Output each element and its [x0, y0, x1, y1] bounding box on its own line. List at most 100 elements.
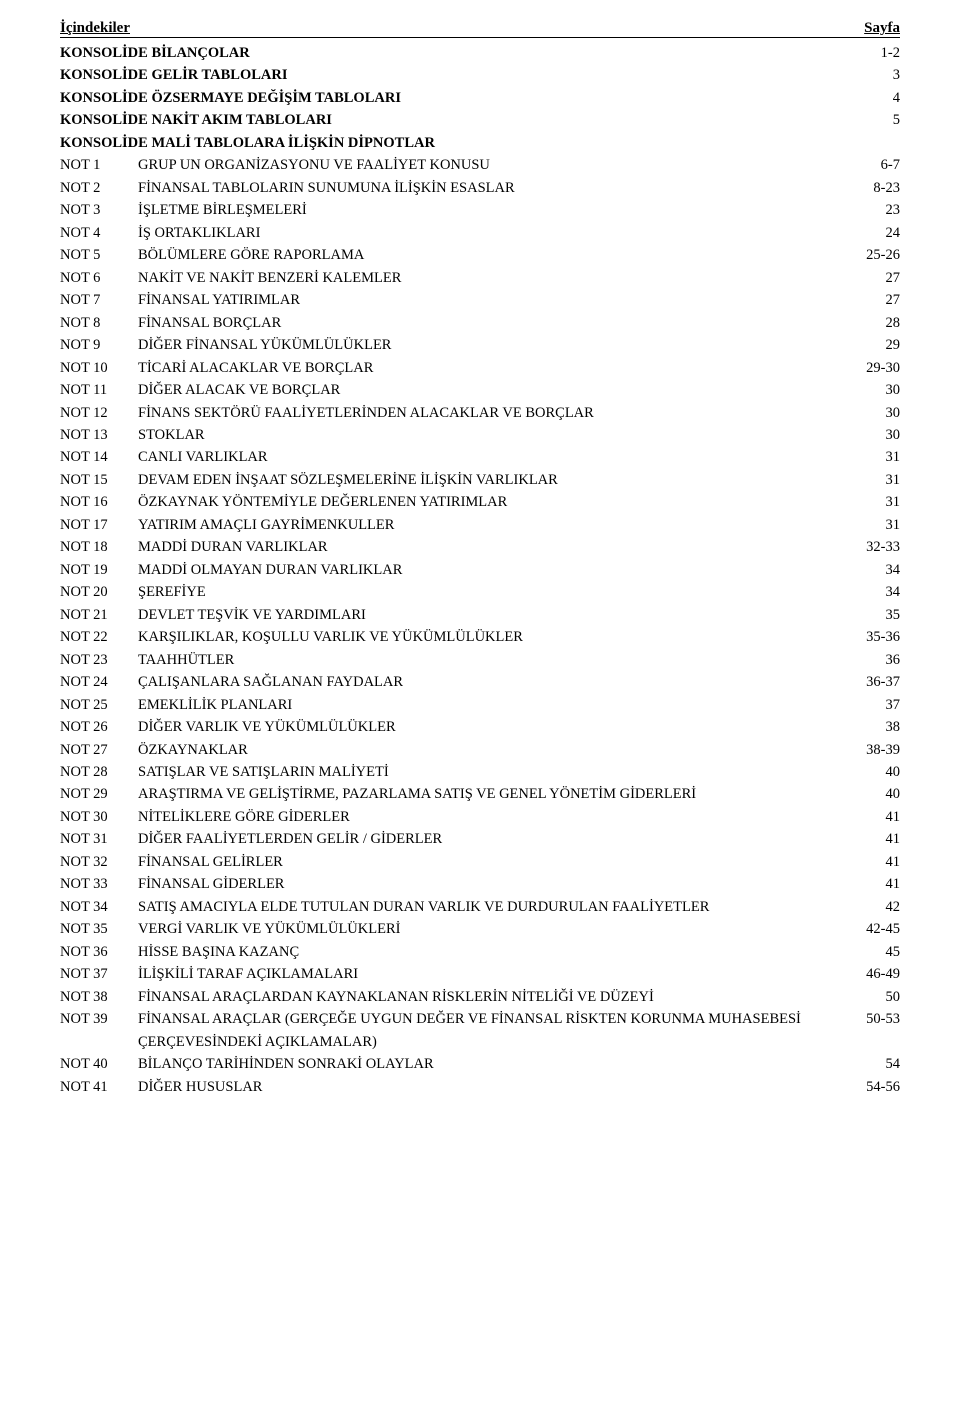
note-label: NOT 4 — [60, 222, 138, 244]
toc-row: NOT 22KARŞILIKLAR, KOŞULLU VARLIK VE YÜK… — [60, 626, 900, 648]
note-label: NOT 39 — [60, 1008, 138, 1053]
note-label: NOT 41 — [60, 1076, 138, 1098]
note-page: 25-26 — [840, 244, 900, 266]
toc-row: NOT 18MADDİ DURAN VARLIKLAR32-33 — [60, 536, 900, 558]
note-page: 36-37 — [840, 671, 900, 693]
toc-row: NOT 31DİĞER FAALİYETLERDEN GELİR / GİDER… — [60, 828, 900, 850]
note-page: 8-23 — [840, 177, 900, 199]
note-title: FİNANSAL YATIRIMLAR — [138, 289, 840, 311]
section-title: KONSOLİDE MALİ TABLOLARA İLİŞKİN DİPNOTL… — [60, 132, 435, 154]
toc-row: NOT 15DEVAM EDEN İNŞAAT SÖZLEŞMELERİNE İ… — [60, 469, 900, 491]
note-title: İLİŞKİLİ TARAF AÇIKLAMALARI — [138, 963, 840, 985]
note-title: FİNANSAL GİDERLER — [138, 873, 840, 895]
section-row: KONSOLİDE ÖZSERMAYE DEĞİŞİM TABLOLARI4 — [60, 87, 900, 109]
note-title: HİSSE BAŞINA KAZANÇ — [138, 941, 840, 963]
toc-row: NOT 13STOKLAR30 — [60, 424, 900, 446]
note-page: 32-33 — [840, 536, 900, 558]
note-label: NOT 1 — [60, 154, 138, 176]
note-title: SATIŞLAR VE SATIŞLARIN MALİYETİ — [138, 761, 840, 783]
note-title: MADDİ OLMAYAN DURAN VARLIKLAR — [138, 559, 840, 581]
note-label: NOT 35 — [60, 918, 138, 940]
note-title: DİĞER ALACAK VE BORÇLAR — [138, 379, 840, 401]
note-title: CANLI VARLIKLAR — [138, 446, 840, 468]
note-label: NOT 21 — [60, 604, 138, 626]
note-label: NOT 6 — [60, 267, 138, 289]
note-label: NOT 32 — [60, 851, 138, 873]
toc-row: NOT 8FİNANSAL BORÇLAR28 — [60, 312, 900, 334]
toc-header: İçindekiler Sayfa — [60, 20, 900, 38]
note-title: YATIRIM AMAÇLI GAYRİMENKULLER — [138, 514, 840, 536]
note-label: NOT 19 — [60, 559, 138, 581]
note-title: TAAHHÜTLER — [138, 649, 840, 671]
toc-row: NOT 39FİNANSAL ARAÇLAR (GERÇEĞE UYGUN DE… — [60, 1008, 900, 1053]
note-page: 30 — [840, 424, 900, 446]
note-title: ÖZKAYNAK YÖNTEMİYLE DEĞERLENEN YATIRIMLA… — [138, 491, 840, 513]
note-title: NAKİT VE NAKİT BENZERİ KALEMLER — [138, 267, 840, 289]
toc-row: NOT 27ÖZKAYNAKLAR38-39 — [60, 739, 900, 761]
note-label: NOT 20 — [60, 581, 138, 603]
note-label: NOT 10 — [60, 357, 138, 379]
note-title: FİNANSAL BORÇLAR — [138, 312, 840, 334]
toc-row: NOT 3İŞLETME BİRLEŞMELERİ23 — [60, 199, 900, 221]
note-page: 36 — [840, 649, 900, 671]
note-label: NOT 25 — [60, 694, 138, 716]
toc-row: NOT 1GRUP UN ORGANİZASYONU VE FAALİYET K… — [60, 154, 900, 176]
toc-row: NOT 23TAAHHÜTLER36 — [60, 649, 900, 671]
toc-row: NOT 14CANLI VARLIKLAR31 — [60, 446, 900, 468]
note-label: NOT 27 — [60, 739, 138, 761]
note-label: NOT 15 — [60, 469, 138, 491]
note-label: NOT 30 — [60, 806, 138, 828]
note-label: NOT 13 — [60, 424, 138, 446]
note-label: NOT 40 — [60, 1053, 138, 1075]
toc-row: NOT 25EMEKLİLİK PLANLARI37 — [60, 694, 900, 716]
note-page: 27 — [840, 267, 900, 289]
note-label: NOT 14 — [60, 446, 138, 468]
note-title: ARAŞTIRMA VE GELİŞTİRME, PAZARLAMA SATIŞ… — [138, 783, 840, 805]
toc-row: NOT 5BÖLÜMLERE GÖRE RAPORLAMA25-26 — [60, 244, 900, 266]
section-title: KONSOLİDE BİLANÇOLAR — [60, 42, 250, 64]
note-label: NOT 22 — [60, 626, 138, 648]
note-page: 34 — [840, 559, 900, 581]
toc-row: NOT 41DİĞER HUSUSLAR54-56 — [60, 1076, 900, 1098]
toc-header-left: İçindekiler — [60, 20, 130, 37]
note-page: 24 — [840, 222, 900, 244]
toc-row: NOT 32FİNANSAL GELİRLER41 — [60, 851, 900, 873]
note-label: NOT 34 — [60, 896, 138, 918]
note-page: 23 — [840, 199, 900, 221]
note-page: 45 — [840, 941, 900, 963]
note-title: NİTELİKLERE GÖRE GİDERLER — [138, 806, 840, 828]
note-title: EMEKLİLİK PLANLARI — [138, 694, 840, 716]
toc-row: NOT 37İLİŞKİLİ TARAF AÇIKLAMALARI46-49 — [60, 963, 900, 985]
note-label: NOT 9 — [60, 334, 138, 356]
note-page: 6-7 — [840, 154, 900, 176]
toc-row: NOT 9DİĞER FİNANSAL YÜKÜMLÜLÜKLER29 — [60, 334, 900, 356]
toc-row: NOT 16ÖZKAYNAK YÖNTEMİYLE DEĞERLENEN YAT… — [60, 491, 900, 513]
toc-row: NOT 20ŞEREFİYE34 — [60, 581, 900, 603]
note-page: 38-39 — [840, 739, 900, 761]
note-title: STOKLAR — [138, 424, 840, 446]
toc-row: NOT 40BİLANÇO TARİHİNDEN SONRAKİ OLAYLAR… — [60, 1053, 900, 1075]
toc-row: NOT 12FİNANS SEKTÖRÜ FAALİYETLERİNDEN AL… — [60, 402, 900, 424]
toc-row: NOT 19MADDİ OLMAYAN DURAN VARLIKLAR34 — [60, 559, 900, 581]
note-title: DEVAM EDEN İNŞAAT SÖZLEŞMELERİNE İLİŞKİN… — [138, 469, 840, 491]
note-page: 31 — [840, 491, 900, 513]
note-label: NOT 12 — [60, 402, 138, 424]
note-title: FİNANSAL GELİRLER — [138, 851, 840, 873]
note-label: NOT 36 — [60, 941, 138, 963]
note-title: DEVLET TEŞVİK VE YARDIMLARI — [138, 604, 840, 626]
note-title: BİLANÇO TARİHİNDEN SONRAKİ OLAYLAR — [138, 1053, 840, 1075]
note-label: NOT 38 — [60, 986, 138, 1008]
note-page: 50 — [840, 986, 900, 1008]
note-title: DİĞER FİNANSAL YÜKÜMLÜLÜKLER — [138, 334, 840, 356]
toc-row: NOT 28SATIŞLAR VE SATIŞLARIN MALİYETİ40 — [60, 761, 900, 783]
toc-row: NOT 11DİĞER ALACAK VE BORÇLAR30 — [60, 379, 900, 401]
section-page: 5 — [893, 109, 900, 131]
note-title: DİĞER FAALİYETLERDEN GELİR / GİDERLER — [138, 828, 840, 850]
note-page: 46-49 — [840, 963, 900, 985]
note-page: 54 — [840, 1053, 900, 1075]
note-title: FİNANSAL ARAÇLARDAN KAYNAKLANAN RİSKLERİ… — [138, 986, 840, 1008]
note-page: 30 — [840, 402, 900, 424]
section-title: KONSOLİDE ÖZSERMAYE DEĞİŞİM TABLOLARI — [60, 87, 401, 109]
note-page: 35-36 — [840, 626, 900, 648]
note-page: 31 — [840, 446, 900, 468]
